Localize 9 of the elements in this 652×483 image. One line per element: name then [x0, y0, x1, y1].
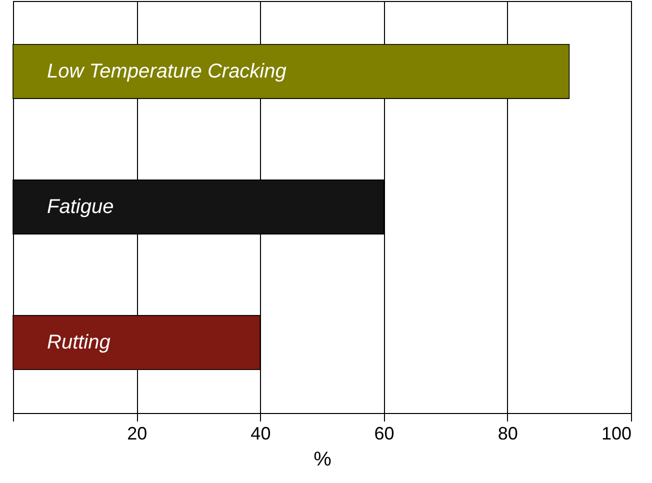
x-tick-label: 60: [374, 424, 394, 444]
x-tick-label: 100: [601, 424, 632, 444]
x-axis-title: %: [314, 448, 332, 470]
x-tick-label: 40: [250, 424, 271, 444]
y-tick-label: Rutting: [47, 332, 110, 354]
x-tick-label: 80: [498, 424, 518, 444]
y-tick-label: Low Temperature Cracking: [47, 60, 286, 82]
y-tick-label: Fatigue: [47, 196, 114, 218]
x-tick-label: 20: [127, 424, 148, 444]
